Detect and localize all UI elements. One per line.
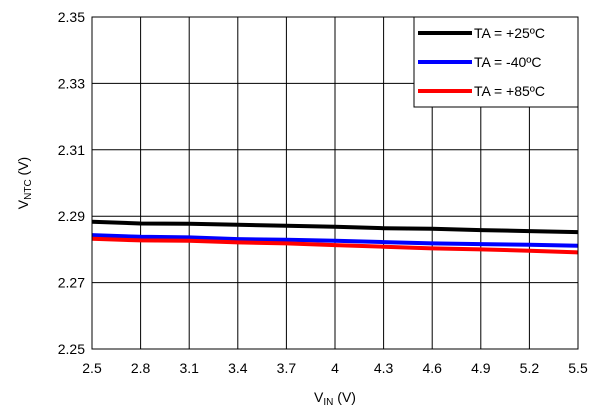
y-axis-title-unit: (V) bbox=[15, 157, 31, 180]
y-tick-label: 2.27 bbox=[58, 275, 85, 291]
x-tick-label: 4 bbox=[331, 360, 339, 376]
legend-label-1: TA = -40ºC bbox=[474, 54, 542, 70]
x-axis-title-sub: IN bbox=[323, 397, 333, 408]
x-tick-label: 5.5 bbox=[568, 360, 588, 376]
legend-label-2: TA = +85ºC bbox=[474, 83, 545, 99]
y-tick-label: 2.33 bbox=[58, 75, 85, 91]
x-tick-label: 4.9 bbox=[471, 360, 491, 376]
x-tick-label: 3.7 bbox=[277, 360, 297, 376]
x-axis-title: VIN (V) bbox=[314, 389, 356, 408]
x-tick-label: 2.5 bbox=[82, 360, 102, 376]
y-tick-label: 2.25 bbox=[58, 341, 85, 357]
series-lines bbox=[91, 219, 579, 255]
series-line-2 bbox=[91, 236, 579, 255]
x-tick-label: 3.4 bbox=[228, 360, 248, 376]
y-tick-label: 2.29 bbox=[58, 208, 85, 224]
legend-entries: TA = +25ºC TA = -40ºC TA = +85ºC bbox=[418, 25, 545, 99]
y-tick-label: 2.31 bbox=[58, 142, 85, 158]
series-line-0 bbox=[91, 219, 579, 235]
legend-label-0: TA = +25ºC bbox=[474, 25, 545, 41]
x-tick-label: 5.2 bbox=[520, 360, 540, 376]
series-line-1 bbox=[91, 233, 579, 248]
x-axis-title-unit: (V) bbox=[333, 389, 356, 405]
x-tick-label: 4.6 bbox=[422, 360, 442, 376]
x-tick-label: 4.3 bbox=[374, 360, 394, 376]
x-axis-title-main: V bbox=[314, 389, 324, 405]
y-axis-title-sub: NTC bbox=[23, 179, 34, 200]
y-tick-label: 2.35 bbox=[58, 9, 85, 25]
x-tick-labels: 2.5 2.8 3.1 3.4 3.7 4 4.3 4.6 4.9 5.2 5.5 bbox=[82, 360, 588, 376]
x-tick-label: 2.8 bbox=[131, 360, 151, 376]
x-tick-label: 3.1 bbox=[179, 360, 199, 376]
y-axis-title: VNTC (V) bbox=[15, 157, 34, 209]
y-tick-labels: 2.25 2.27 2.29 2.31 2.33 2.35 bbox=[58, 9, 85, 357]
plot-frame bbox=[91, 16, 579, 350]
y-axis-title-main: V bbox=[15, 199, 31, 209]
legend: TA = +25ºC TA = -40ºC TA = +85ºC bbox=[413, 16, 579, 108]
